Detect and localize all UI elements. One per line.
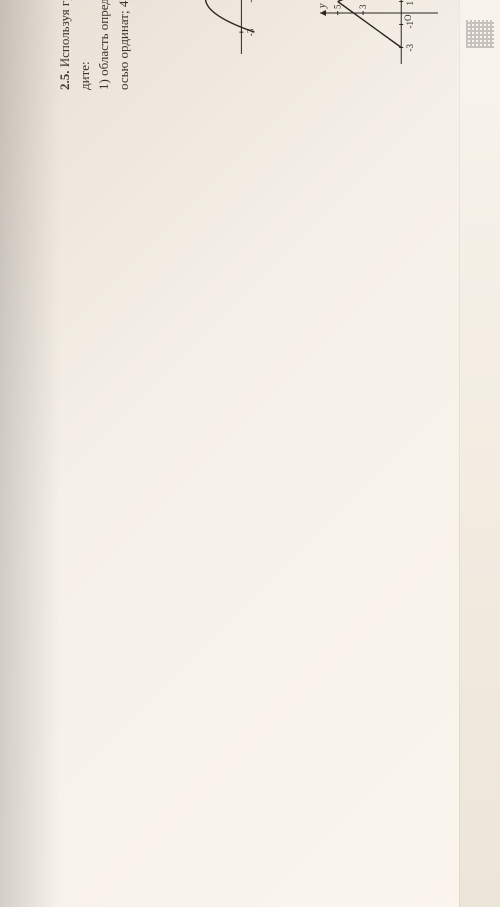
chart-3: O-3-114735xy 3) — [309, 0, 471, 90]
subtasks: 1) область определения; 2) множество зна… — [96, 0, 131, 90]
svg-text:-1: -1 — [245, 0, 255, 2]
prompt-line-1: Используя график функции, изображенный н… — [57, 0, 72, 67]
svg-text:-1: -1 — [405, 21, 415, 29]
charts-grid: O-3-115xy 1) O-1135xy 2) O-3-114735xy 3)… — [147, 0, 500, 90]
margin-strip — [459, 0, 500, 907]
svg-text:-3: -3 — [405, 44, 415, 52]
prompt-line-2: дите: — [77, 61, 92, 90]
chart-1: O-3-115xy 1) — [147, 0, 299, 90]
page-gutter-shadow — [0, 0, 60, 907]
svg-text:y: y — [317, 3, 328, 9]
problem-text: 2.5. Используя график функции, изображен… — [55, 0, 133, 90]
problem-number: 2.5. — [57, 71, 72, 91]
svg-text:3: 3 — [358, 4, 368, 9]
svg-text:O: O — [403, 14, 413, 21]
page-content: 2.5. Используя график функции, изображен… — [55, 0, 500, 90]
chart-1-svg: O-3-115xy — [147, 0, 277, 65]
chart-3-svg: O-3-114735xy — [309, 0, 449, 75]
svg-text:1: 1 — [405, 1, 415, 6]
